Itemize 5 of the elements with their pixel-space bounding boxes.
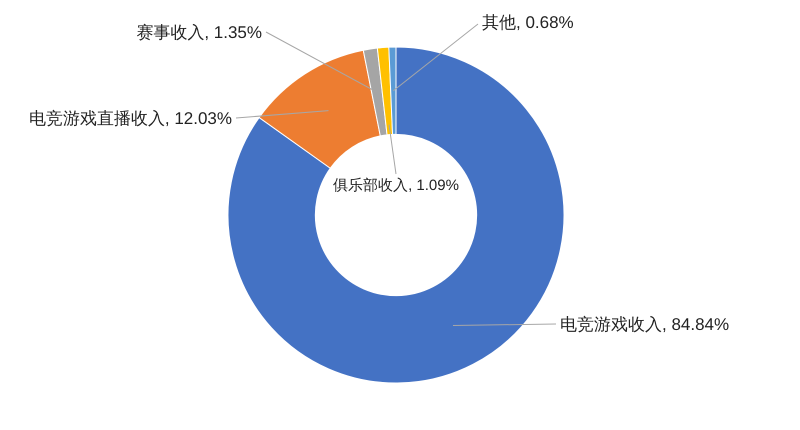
- slice-label: 电竞游戏收入, 84.84%: [560, 315, 730, 334]
- slice-label: 电竞游戏直播收入, 12.03%: [28, 109, 232, 128]
- slice-label: 俱乐部收入, 1.09%: [333, 177, 459, 194]
- slice-label: 赛事收入, 1.35%: [136, 23, 262, 42]
- slice-label: 其他, 0.68%: [482, 13, 574, 32]
